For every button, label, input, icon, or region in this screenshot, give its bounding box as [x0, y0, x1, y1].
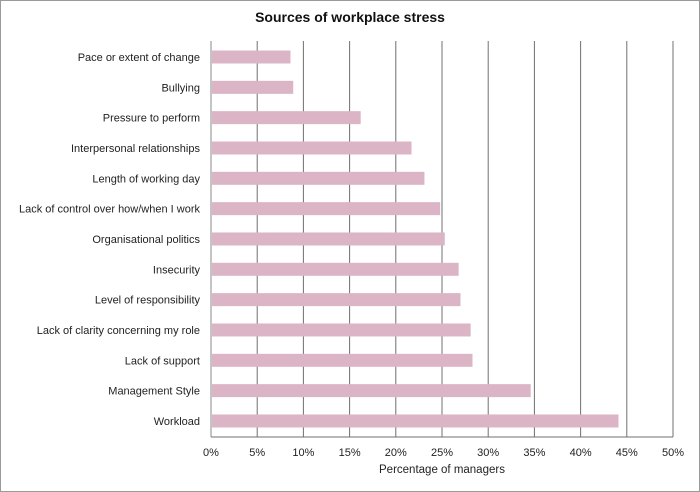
bar — [212, 80, 294, 94]
category-label: Lack of clarity concerning my role — [37, 325, 200, 337]
bar — [212, 232, 445, 246]
bar — [212, 141, 412, 155]
category-label: Bullying — [161, 82, 200, 94]
x-tick-label: 35% — [523, 447, 545, 459]
category-label: Workload — [154, 416, 200, 428]
x-tick-label: 40% — [570, 447, 592, 459]
x-tick-labels: 0% 5% 10% 15% 20% 25% 30% 35% 40% 45% 50% — [203, 447, 684, 459]
bar — [212, 50, 291, 64]
bar — [212, 353, 473, 367]
bar — [212, 262, 459, 276]
category-label: Lack of support — [125, 355, 200, 367]
bar — [212, 293, 461, 307]
category-label: Length of working day — [92, 173, 200, 185]
x-tick-label: 10% — [292, 447, 314, 459]
x-axis-title: Percentage of managers — [379, 464, 505, 476]
bar — [212, 384, 531, 398]
x-tick-label: 0% — [203, 447, 219, 459]
category-label: Organisational politics — [92, 234, 200, 246]
x-tick-label: 20% — [385, 447, 407, 459]
bar — [212, 414, 619, 428]
x-tick-label: 30% — [477, 447, 499, 459]
x-tick-label: 25% — [431, 447, 453, 459]
x-tick-label: 45% — [616, 447, 638, 459]
category-labels: Pace or extent of change Bullying Pressure… — [19, 52, 200, 428]
bar — [212, 323, 471, 337]
bar — [212, 111, 361, 125]
gridlines — [210, 41, 674, 438]
x-tick-label: 15% — [339, 447, 361, 459]
category-label: Lack of control over how/when I work — [19, 204, 200, 216]
x-tick-label: 5% — [249, 447, 265, 459]
category-label: Interpersonal relationships — [71, 143, 201, 155]
category-label: Pace or extent of change — [78, 52, 200, 64]
bars — [212, 50, 619, 428]
category-label: Management Style — [108, 386, 200, 398]
bar — [212, 202, 441, 216]
category-label: Insecurity — [153, 264, 201, 276]
x-tick-label: 50% — [662, 447, 684, 459]
bar — [212, 171, 425, 185]
chart-title: Sources of workplace stress — [255, 9, 445, 25]
category-label: Level of responsibility — [95, 295, 201, 307]
category-label: Pressure to perform — [103, 113, 200, 125]
